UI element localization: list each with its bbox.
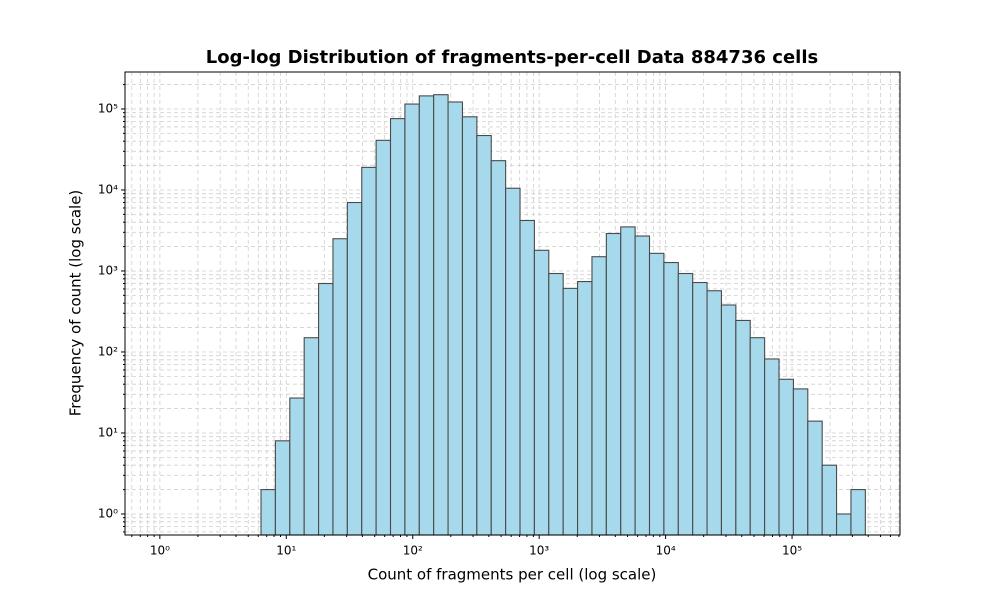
bar [663,262,679,536]
bar [318,282,334,536]
bar [375,139,392,536]
bar [447,101,464,536]
bar [533,249,550,536]
bar [807,420,823,536]
bar [634,235,651,536]
bar [591,256,607,536]
bar [418,95,435,536]
bar [260,489,276,536]
bar [850,489,866,536]
chart-title: Log-log Distribution of fragments-per-ce… [206,47,818,68]
y-axis-label: Frequency of count (log scale) [67,190,85,417]
bar [821,464,838,536]
bar [577,281,593,536]
bar [620,226,636,536]
bar [289,397,305,536]
bar [433,94,449,536]
bar [792,388,809,536]
bar [346,201,363,536]
bar [404,103,420,536]
bar [706,290,722,536]
bar [519,219,535,536]
x-tick-label: 10³ [529,544,549,558]
x-tick-label: 10⁵ [782,544,802,558]
bar [461,116,478,536]
y-tick-label: 10¹ [98,425,118,439]
y-tick-label: 10⁴ [98,182,118,196]
bar [836,513,852,536]
bar [778,378,794,536]
y-tick-label: 10² [98,344,118,358]
bar [720,304,737,536]
bar [548,272,564,536]
y-tick-label: 10⁵ [98,101,118,115]
plot-frame [124,71,901,536]
bar [562,287,579,536]
y-tick-label: 10⁰ [98,506,118,520]
bar [476,134,492,536]
x-axis-label: Count of fragments per cell (log scale) [368,566,657,584]
y-tick-label: 10³ [98,263,118,277]
bar [490,160,507,536]
x-tick-label: 10¹ [276,544,296,558]
x-tick-label: 10⁴ [656,544,676,558]
bar [648,252,665,536]
bar [677,272,694,536]
bar [274,440,291,536]
bar [303,337,320,536]
bar [505,187,521,536]
x-tick-label: 10⁰ [150,544,170,558]
bar [389,118,406,536]
bar [749,337,766,536]
bar [735,319,751,536]
x-tick-label: 10² [403,544,423,558]
bar [361,166,377,536]
bar [692,281,708,536]
bar [764,358,780,536]
bar [332,238,348,536]
bar [605,232,622,536]
